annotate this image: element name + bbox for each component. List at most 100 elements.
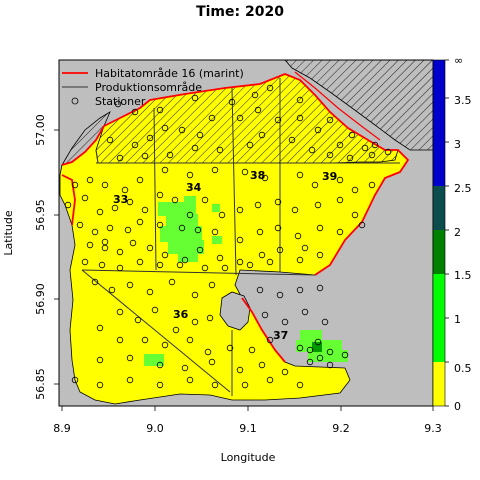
station-marker [256, 286, 264, 294]
y-tick-2: 56.90 [34, 283, 47, 315]
station-marker [108, 286, 116, 294]
station-marker [336, 141, 344, 149]
station-marker [261, 174, 269, 182]
station-marker [156, 381, 164, 389]
station-marker [91, 228, 99, 236]
station-marker [168, 278, 176, 286]
station-marker [81, 194, 89, 202]
station-marker [156, 261, 164, 269]
colorbar-tick-0: 0 [454, 400, 461, 413]
station-marker [134, 316, 142, 324]
legend-station-label: Stationer [95, 95, 146, 108]
station-marker [156, 106, 164, 114]
station-marker [266, 258, 274, 266]
colorbar-band-3 [433, 186, 445, 230]
station-marker [141, 206, 149, 214]
station-marker [316, 354, 324, 362]
station-marker [326, 361, 334, 369]
station-marker [131, 108, 139, 116]
y-axis-label: Latitude [2, 210, 15, 256]
station-marker [131, 141, 139, 149]
station-marker [348, 131, 356, 139]
station-marker [351, 211, 359, 219]
station-marker [301, 244, 309, 252]
station-marker [276, 291, 284, 299]
station-marker [281, 318, 289, 326]
station-marker [384, 148, 392, 156]
station-marker [216, 254, 224, 262]
legend-station-swatch [71, 97, 79, 105]
station-marker [146, 244, 154, 252]
station-marker [161, 166, 169, 174]
station-marker [266, 84, 274, 92]
station-marker [281, 368, 289, 376]
station-marker [336, 176, 344, 184]
station-marker [126, 354, 134, 362]
station-marker [314, 201, 322, 209]
station-marker [76, 221, 84, 229]
station-marker [156, 361, 164, 369]
station-marker [81, 258, 89, 266]
figure-title: Time: 2020 [196, 4, 284, 20]
station-marker [336, 228, 344, 236]
station-marker [156, 191, 164, 199]
station-marker [172, 326, 180, 334]
area-label-36: 36 [173, 308, 189, 321]
station-marker [266, 376, 274, 384]
station-marker [201, 264, 209, 272]
station-marker [314, 126, 322, 134]
station-marker [306, 346, 314, 354]
colorbar-frame [432, 59, 446, 407]
area-label-33: 33 [113, 193, 128, 206]
y-tick-3: 56.85 [34, 368, 47, 400]
station-marker [296, 114, 304, 122]
station-marker [326, 151, 334, 159]
station-marker [246, 261, 254, 269]
y-axis: 57.00 56.95 56.90 56.85 Latitude [2, 114, 59, 400]
area-label-37: 37 [273, 329, 288, 342]
station-marker [96, 324, 104, 332]
island [219, 291, 251, 331]
habitat-outline-inner [294, 71, 381, 141]
colorbar-tick-5: 2.5 [454, 182, 472, 195]
station-marker [178, 224, 186, 232]
station-marker [196, 131, 204, 139]
colorbar-band-4 [433, 60, 445, 186]
station-marker [161, 124, 169, 132]
station-marker [98, 261, 106, 269]
station-marker [146, 288, 154, 296]
area-label-34: 34 [186, 181, 202, 194]
station-marker [228, 98, 236, 106]
station-marker [208, 281, 216, 289]
station-marker [296, 344, 304, 352]
station-marker [236, 366, 244, 374]
station-marker [141, 336, 149, 344]
station-marker [254, 201, 262, 209]
station-marker [274, 116, 282, 124]
station-marker [296, 171, 304, 179]
station-marker [296, 286, 304, 294]
station-marker [86, 241, 94, 249]
x-tick-1: 9.0 [146, 422, 164, 435]
x-tick-3: 9.2 [332, 422, 350, 435]
station-marker [106, 224, 114, 232]
station-marker [191, 94, 199, 102]
station-marker [236, 206, 244, 214]
station-marker [136, 258, 144, 266]
area-label-39: 39 [322, 170, 337, 183]
station-marker [311, 181, 319, 189]
station-marker [186, 336, 194, 344]
station-marker [136, 176, 144, 184]
station-marker [96, 356, 104, 364]
station-marker [246, 141, 254, 149]
station-marker [258, 251, 266, 259]
station-marker [258, 361, 266, 369]
station-marker [274, 224, 282, 232]
colorbar-tick-8: ∞ [454, 54, 463, 67]
legend-production-label: Produktionsområde [95, 81, 202, 94]
colorbar-tick-2: 1 [454, 313, 461, 326]
station-marker [261, 311, 269, 319]
station-marker [91, 278, 99, 286]
station-marker [126, 376, 134, 384]
station-marker [186, 171, 194, 179]
